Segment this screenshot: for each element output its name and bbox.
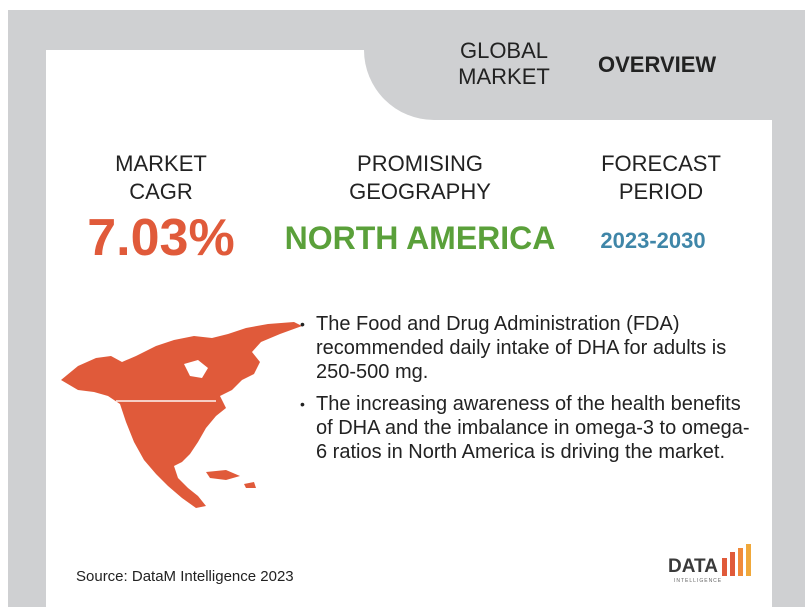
geography-label: PROMISING GEOGRAPHY [349, 151, 491, 204]
bullet-list: • The Food and Drug Administration (FDA)… [300, 312, 760, 472]
header-tab-area [364, 10, 805, 120]
bullet-text: The Food and Drug Administration (FDA) r… [316, 313, 727, 383]
bullet-item: • The increasing awareness of the health… [300, 392, 760, 464]
bullet-marker: • [300, 396, 305, 412]
cagr-label: MARKET CAGR [115, 151, 207, 204]
datam-logo-icon: DATA INTELLIGENCE [668, 544, 752, 588]
logo-text: DATA [668, 556, 718, 577]
forecast-period-value: 2023-2030 [600, 228, 706, 253]
tab-global-market: GLOBAL MARKET [458, 38, 550, 89]
forecast-period-label: FORECAST PERIOD [601, 151, 721, 204]
geography-value: NORTH AMERICA [284, 220, 556, 256]
cagr-value: 7.03% [87, 209, 235, 267]
logo-subtext: INTELLIGENCE [674, 578, 723, 584]
content-card-top [46, 50, 772, 607]
bullet-text: The increasing awareness of the health b… [316, 393, 750, 463]
tab-overview: OVERVIEW [598, 52, 717, 77]
logo-bars-icon [722, 544, 751, 576]
north-america-map-icon [61, 322, 302, 508]
bullet-item: • The Food and Drug Administration (FDA)… [300, 312, 760, 384]
source-caption: Source: DataM Intelligence 2023 [76, 568, 294, 585]
bullet-marker: • [300, 316, 305, 332]
